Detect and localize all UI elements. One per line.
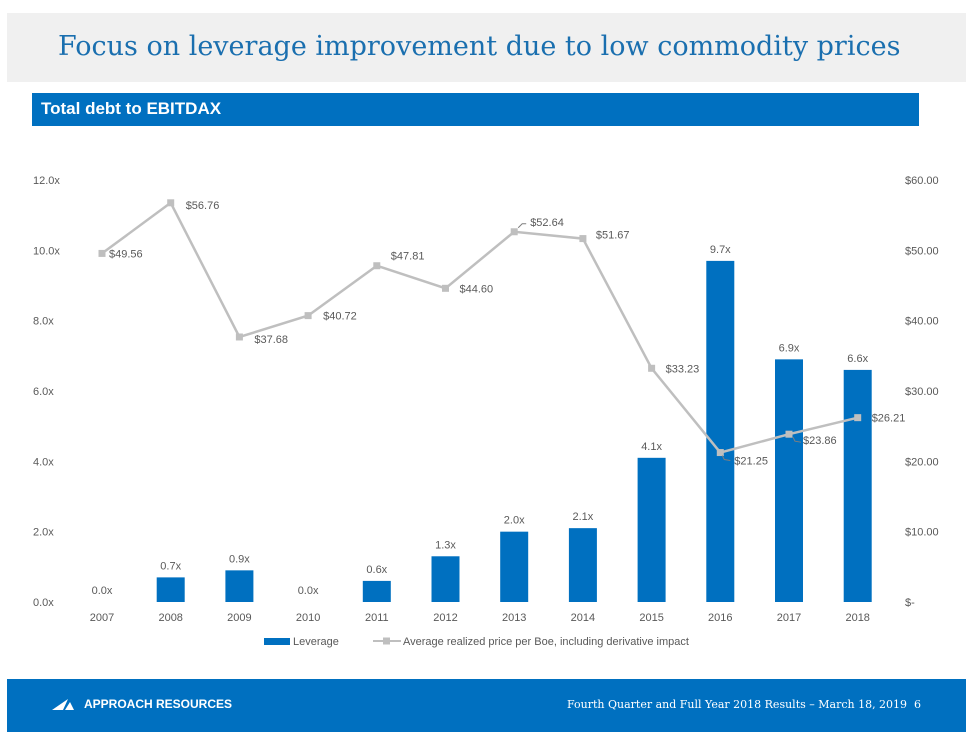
bar-data-label: 2.0x [504,515,525,527]
footer-caption: Fourth Quarter and Full Year 2018 Result… [567,698,908,711]
footer-bar [7,679,966,732]
price-marker [235,333,243,341]
company-name: APPROACH RESOURCES [84,697,233,711]
title-band [7,13,966,82]
y-right-tick-label: $30.00 [905,386,939,398]
x-tick-label: 2014 [571,612,595,624]
leverage-bar [156,577,185,602]
x-tick-label: 2017 [777,612,801,624]
y-right-tick-label: $10.00 [905,527,939,539]
price-marker [304,312,312,320]
leverage-bar [431,556,460,602]
y-right-tick-label: $60.00 [905,175,939,187]
price-marker [167,199,175,207]
price-marker [716,449,724,457]
price-marker [854,414,862,422]
x-tick-label: 2011 [365,612,389,624]
leverage-bar [775,359,803,602]
legend-label-leverage: Leverage [293,636,339,648]
bar-data-label: 9.7x [710,244,731,256]
price-data-label: $56.76 [186,200,220,212]
y-left-tick-label: 4.0x [33,456,54,468]
leverage-bar [362,580,391,602]
price-data-label: $23.86 [803,435,837,447]
price-data-label: $37.68 [254,334,288,346]
y-left-tick-label: 2.0x [33,527,54,539]
leverage-bar [706,260,735,602]
bar-data-label: 6.9x [779,342,800,354]
bar-data-label: 4.1x [641,441,662,453]
bar-series: 0.0x 0.7x 0.9x 0.0x 0.6x 1.3x 2.0x 2.1x 4.1x 9.7x… [92,244,872,602]
chart-subtitle: Total debt to EBITDAX [41,99,222,118]
leverage-bar [500,531,529,602]
label-leader [792,436,802,443]
price-marker [442,284,449,292]
y-left-tick-label: 10.0x [33,245,60,257]
right-axis: $- $10.00 $20.00 $30.00 $40.00 $50.00 $60.00 [905,175,939,609]
x-tick-label: 2015 [639,612,663,624]
price-marker [98,249,106,257]
x-tick-label: 2018 [845,612,869,624]
x-axis: 2007 2008 2009 2010 2011 2012 2013 2014 2015 2016… [90,612,870,624]
x-tick-label: 2013 [502,612,526,624]
y-left-tick-label: 6.0x [33,386,54,398]
label-leader [517,223,527,229]
y-right-tick-label: $- [905,597,915,609]
legend: Leverage Average realized price per Boe, … [264,636,689,648]
x-tick-label: 2009 [227,612,251,624]
price-data-label: $33.23 [666,363,700,375]
price-data-label: $49.56 [109,248,143,260]
legend-line-marker [383,637,390,645]
price-data-label: $47.81 [391,251,425,263]
bar-data-label: 0.0x [92,585,113,597]
bar-data-label: 2.1x [573,511,594,523]
x-tick-label: 2007 [90,612,114,624]
price-data-label: $26.21 [872,413,906,425]
bar-data-label: 0.7x [160,560,181,572]
left-axis: 0.0x 2.0x 4.0x 6.0x 8.0x 10.0x 12.0x [33,175,60,609]
price-marker [648,364,656,372]
price-marker [579,235,587,243]
bar-data-label: 1.3x [435,539,456,551]
page-title: Focus on leverage improvement due to low… [58,31,901,62]
label-leader [721,455,731,462]
y-right-tick-label: $20.00 [905,456,939,468]
leverage-bar [568,528,597,602]
page-number: 6 [914,698,921,711]
price-marker [373,262,381,270]
price-marker [510,228,518,236]
price-data-label: $21.25 [734,456,768,468]
y-left-tick-label: 0.0x [33,597,54,609]
bar-data-label: 0.6x [366,564,387,576]
price-data-label: $52.64 [530,217,564,229]
legend-label-price: Average realized price per Boe, includin… [403,636,689,648]
line-series: $49.56 $56.76 $37.68 $40.72 $47.81 $44.60 $52.… [98,199,906,468]
legend-bar-swatch [264,638,290,645]
y-left-tick-label: 8.0x [33,316,54,328]
bar-data-label: 0.0x [298,585,319,597]
x-tick-label: 2016 [708,612,732,624]
bar-data-label: 0.9x [229,553,250,565]
x-tick-label: 2012 [433,612,457,624]
approach-logo-icon [52,699,74,710]
subtitle-bar [32,93,919,126]
price-marker [785,430,793,438]
leverage-bar [225,570,254,602]
leverage-bar [843,369,872,602]
price-data-label: $51.67 [596,230,630,242]
leverage-bar [637,457,666,602]
price-data-label: $40.72 [323,311,357,323]
y-right-tick-label: $40.00 [905,316,939,328]
y-right-tick-label: $50.00 [905,245,939,257]
x-tick-label: 2008 [158,612,182,624]
y-left-tick-label: 12.0x [33,175,60,187]
price-data-label: $44.60 [460,283,494,295]
x-tick-label: 2010 [296,612,320,624]
bar-data-label: 6.6x [847,353,868,365]
price-line [101,200,858,454]
